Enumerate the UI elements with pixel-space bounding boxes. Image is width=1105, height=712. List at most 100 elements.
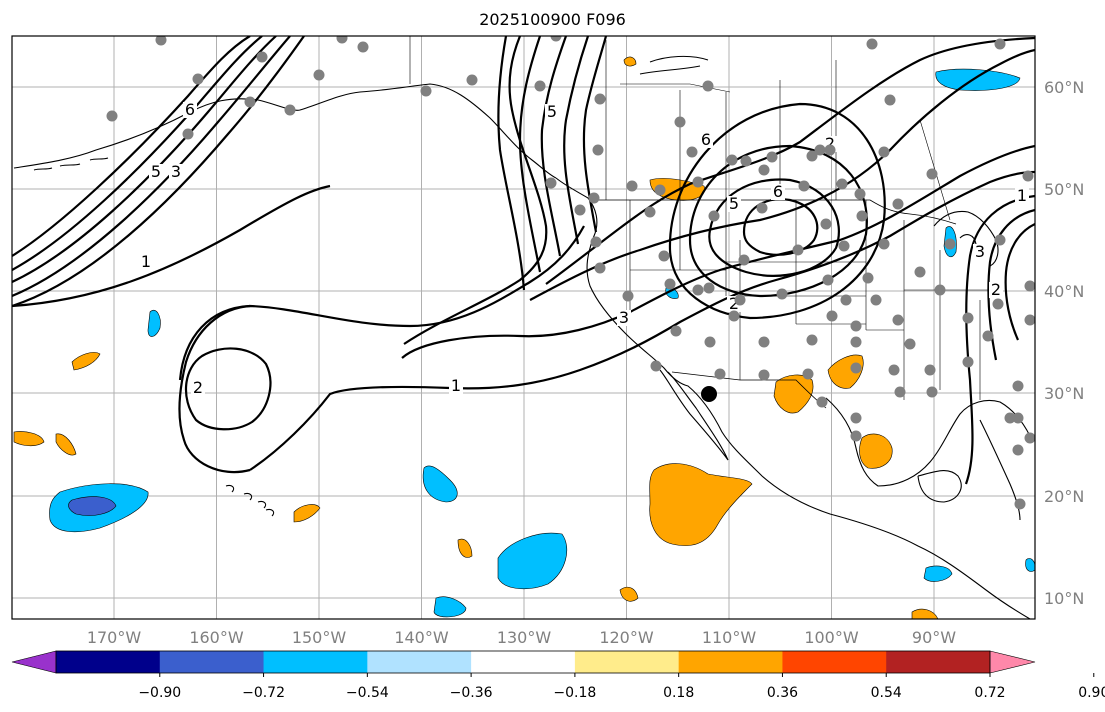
shaded-region bbox=[71, 352, 101, 371]
contour-label: 5 bbox=[151, 162, 161, 181]
colorbar-tick-label: 0.72 bbox=[974, 685, 1005, 701]
shaded-region bbox=[68, 496, 117, 516]
station-dot bbox=[934, 284, 946, 296]
station-dot bbox=[155, 36, 167, 46]
contour-line bbox=[12, 36, 251, 257]
colorbar-segment bbox=[263, 651, 368, 673]
coastlines-and-borders bbox=[13, 36, 1031, 619]
contour-label-background bbox=[771, 184, 785, 200]
station-dot bbox=[802, 368, 814, 380]
station-dot bbox=[892, 314, 904, 326]
colorbar-segment bbox=[886, 651, 991, 673]
contour-line bbox=[12, 36, 305, 308]
colorbar-tick-labels: −0.90 −0.72 −0.54 −0.36 −0.18 0.18 0.36 0.54 0.7… bbox=[138, 673, 1105, 701]
contour-label-background bbox=[149, 164, 163, 180]
colorbar-segment bbox=[471, 651, 576, 673]
shaded-region bbox=[147, 309, 161, 337]
station-dot bbox=[1004, 412, 1016, 424]
colorbar-segment bbox=[159, 651, 265, 673]
longitude-label: 150°W bbox=[292, 628, 347, 647]
longitude-label: 90°W bbox=[912, 628, 956, 647]
colorbar-frame bbox=[55, 650, 991, 674]
shaded-region bbox=[497, 532, 568, 590]
shaded-region bbox=[773, 374, 814, 414]
station-dot bbox=[313, 69, 325, 81]
coastline-gulf-of-mexico bbox=[825, 397, 1031, 487]
station-dot bbox=[734, 294, 746, 306]
contour-high-4 bbox=[668, 102, 886, 320]
station-dot bbox=[1024, 280, 1035, 292]
us-canada-border bbox=[596, 199, 957, 225]
station-dot bbox=[850, 320, 862, 332]
station-dot bbox=[822, 274, 834, 286]
station-dot bbox=[1014, 498, 1026, 510]
colorbar-tick-label: −0.90 bbox=[138, 685, 181, 701]
station-markers bbox=[106, 36, 1035, 510]
station-dot bbox=[534, 80, 546, 92]
contour-label: 1 bbox=[1017, 186, 1027, 205]
highlight-location-marker bbox=[701, 386, 717, 402]
station-dot bbox=[686, 146, 698, 158]
contour-label: 2 bbox=[825, 134, 835, 153]
contour-label-background bbox=[973, 244, 987, 260]
hawaii-islands bbox=[225, 484, 275, 517]
colorbar bbox=[11, 650, 1036, 674]
station-dot bbox=[1022, 170, 1034, 182]
contour-label: 2 bbox=[991, 280, 1001, 299]
station-dot bbox=[357, 41, 369, 53]
station-dot bbox=[1012, 380, 1024, 392]
station-dot bbox=[792, 244, 804, 256]
station-dot bbox=[738, 254, 750, 266]
contour-2-mid bbox=[403, 36, 548, 345]
station-dot bbox=[870, 294, 882, 306]
shaded-region bbox=[859, 433, 893, 469]
latitude-label: 30°N bbox=[1044, 384, 1084, 403]
contour-3-main bbox=[401, 144, 1035, 359]
station-dot bbox=[884, 94, 896, 106]
station-dot bbox=[924, 364, 936, 376]
contour-label: 2 bbox=[729, 294, 739, 313]
colorbar-tick-label: 0.36 bbox=[767, 685, 798, 701]
station-dot bbox=[840, 294, 852, 306]
contour-label: 3 bbox=[975, 242, 985, 261]
contour-label-background bbox=[169, 164, 183, 180]
coastline-baja bbox=[659, 369, 729, 461]
station-dot bbox=[626, 180, 638, 192]
station-dot bbox=[670, 325, 682, 337]
colorbar-min-extension bbox=[11, 650, 57, 674]
contour-label-background bbox=[727, 196, 741, 212]
station-dot bbox=[878, 146, 890, 158]
map-title: 2025100900 F096 bbox=[479, 10, 626, 29]
station-dot bbox=[926, 168, 938, 180]
contour-label: 5 bbox=[547, 102, 557, 121]
station-dot bbox=[726, 154, 738, 166]
station-dot bbox=[962, 356, 974, 368]
latitude-labels: 60°N 50°N 40°N 30°N 20°N 10°N bbox=[1044, 78, 1084, 608]
contour-label-background bbox=[545, 104, 559, 120]
shaded-region bbox=[457, 538, 473, 558]
longitude-labels: 170°W 160°W 150°W 140°W 130°W 120°W 110°W 100°W… bbox=[87, 628, 956, 647]
contour-label-background bbox=[989, 282, 1003, 298]
station-dot bbox=[702, 80, 714, 92]
station-dot bbox=[594, 262, 606, 274]
station-dot bbox=[758, 369, 770, 381]
coastline-florida bbox=[979, 419, 1021, 521]
coastline-hudson bbox=[639, 55, 709, 75]
contour-line bbox=[12, 36, 291, 298]
shaded-region bbox=[623, 56, 637, 67]
station-dot bbox=[1012, 412, 1024, 424]
longitude-label: 100°W bbox=[804, 628, 859, 647]
station-dot bbox=[466, 74, 478, 86]
contour-label-background bbox=[139, 254, 153, 270]
station-dot bbox=[336, 36, 348, 44]
contour-high-2 bbox=[742, 198, 819, 256]
station-dot bbox=[664, 278, 676, 290]
station-dot bbox=[944, 238, 956, 250]
shaded-region bbox=[293, 504, 321, 523]
station-dot bbox=[758, 336, 770, 348]
station-dot bbox=[836, 178, 848, 190]
shaded-region bbox=[911, 608, 939, 619]
station-dot bbox=[962, 312, 974, 324]
